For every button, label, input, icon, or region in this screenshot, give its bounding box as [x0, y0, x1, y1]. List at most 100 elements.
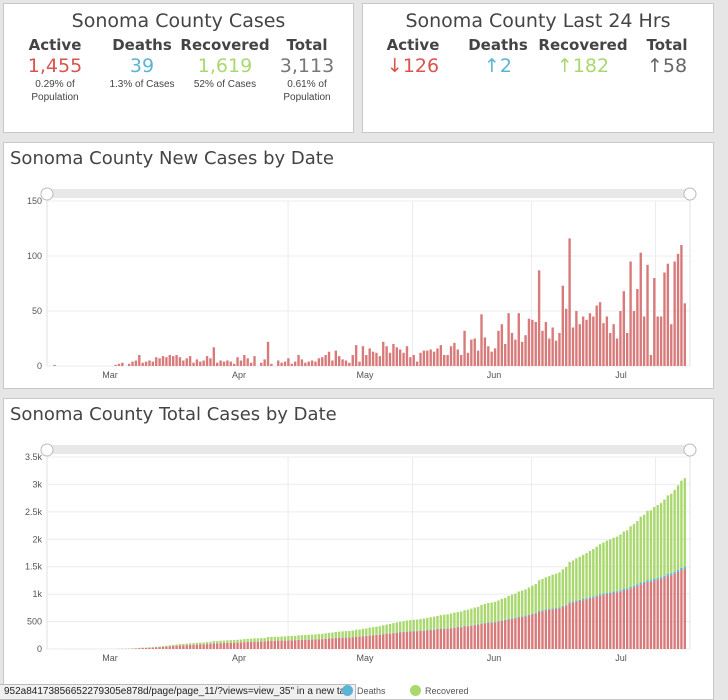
legend-recovered-label: Recovered	[425, 685, 469, 696]
new-cases-bar	[212, 347, 216, 366]
total-cases-bar-recovered	[493, 601, 497, 622]
new-cases-bar	[585, 319, 588, 366]
new-cases-bar	[202, 360, 205, 366]
new-cases-bar	[127, 363, 131, 366]
total-cases-bar-active	[341, 637, 344, 649]
new-cases-bar	[443, 355, 446, 366]
total-cases-bar-active	[321, 639, 324, 649]
legend-recovered[interactable]: Recovered	[410, 685, 469, 696]
total-cases-bar-active	[385, 633, 388, 649]
total-cases-bar-active	[398, 632, 402, 649]
total-cases-bar-active	[192, 644, 195, 649]
new-cases-x-tick-label: Mar	[102, 370, 118, 380]
new-cases-bar	[598, 302, 602, 366]
total-cases-slider-handle-left[interactable]	[40, 443, 54, 457]
browser-status-bar: 952a84173856652279305e878d/page/page_11/…	[0, 684, 356, 700]
new-cases-bar	[483, 337, 487, 366]
total-cases-bar-deaths	[605, 592, 609, 595]
total-cases-bar-recovered	[666, 495, 670, 574]
new-cases-bar	[663, 272, 666, 366]
total-cases-bar-active	[185, 645, 188, 649]
total-cases-bar-active	[517, 617, 520, 649]
total-cases-bar-deaths	[629, 586, 632, 589]
last24-total: Total ↑58	[622, 36, 712, 77]
new-cases-bar	[412, 355, 415, 366]
total-cases-bar-recovered	[581, 554, 585, 599]
new-cases-slider-handle-right[interactable]	[683, 187, 697, 201]
total-cases-bar-active	[666, 575, 670, 649]
total-cases-bar-active	[636, 586, 639, 649]
last24-total-label: Total	[646, 36, 688, 54]
total-cases-bar-active	[520, 616, 524, 649]
total-cases-bar-recovered	[334, 631, 338, 638]
total-cases-bar-recovered	[680, 480, 683, 568]
new-cases-bar	[534, 322, 537, 366]
total-cases-bar-recovered	[382, 625, 385, 635]
total-cases-bar-recovered	[358, 629, 361, 637]
total-cases-bar-recovered	[473, 607, 476, 625]
new-cases-bar	[432, 351, 436, 366]
total-cases-bar-deaths	[571, 601, 575, 603]
legend-deaths[interactable]: Deaths	[342, 685, 386, 696]
total-cases-bar-active	[683, 569, 686, 649]
total-cases-bar-deaths	[670, 573, 673, 576]
total-cases-bar-active	[148, 647, 151, 649]
new-cases-bar	[653, 278, 656, 366]
new-cases-y-tick-label: 50	[32, 306, 42, 316]
new-cases-bar	[334, 350, 338, 366]
total-cases-x-tick-label: Jul	[615, 653, 627, 663]
total-cases-bar-recovered	[463, 610, 466, 627]
total-cases-bar-active	[327, 638, 331, 649]
new-cases-bar	[595, 305, 598, 366]
total-cases-bar-recovered	[612, 537, 615, 592]
total-cases-bar-active	[168, 646, 171, 649]
total-cases-bar-active	[439, 629, 443, 649]
new-cases-bar	[361, 346, 365, 366]
total-cases-bar-active	[534, 613, 537, 649]
total-cases-bar-recovered	[592, 549, 595, 597]
total-cases-bar-active	[283, 640, 287, 649]
total-cases-bar-active	[134, 648, 138, 649]
new-cases-bar	[327, 351, 331, 366]
total-cases-bar-deaths	[578, 599, 581, 602]
total-cases-bar-active	[144, 647, 148, 649]
total-cases-bar-active	[382, 634, 385, 649]
total-cases-bar-deaths	[544, 609, 548, 611]
total-cases-bar-deaths	[517, 616, 520, 618]
total-cases-bar-active	[354, 636, 358, 649]
new-cases-bar	[331, 360, 334, 366]
new-cases-y-tick-label: 0	[37, 361, 42, 371]
new-cases-bar	[632, 311, 636, 366]
new-cases-slider-handle-left[interactable]	[40, 187, 54, 201]
total-cases-bar-active	[449, 628, 453, 649]
total-cases-x-tick-label: Jun	[487, 653, 502, 663]
new-cases-bar	[592, 316, 595, 366]
total-cases-bar-active	[409, 631, 412, 649]
total-cases-bar-active	[351, 637, 354, 649]
new-cases-bar	[531, 319, 534, 366]
total-cases-bar-recovered	[395, 622, 398, 633]
total-cases-y-tick-label: 1k	[32, 589, 42, 599]
total-cases-bar-deaths	[581, 598, 585, 601]
total-cases-slider-handle-right[interactable]	[683, 443, 697, 457]
stat-recovered-label: Recovered	[180, 36, 270, 54]
total-cases-bar-active	[602, 594, 605, 649]
new-cases-bar	[656, 316, 659, 366]
new-cases-bar	[680, 245, 683, 366]
new-cases-bar	[659, 316, 663, 366]
new-cases-bar	[260, 362, 263, 366]
new-cases-bar	[419, 352, 422, 366]
total-cases-bar-recovered	[622, 531, 626, 590]
total-cases-bar-recovered	[527, 587, 531, 615]
last24-active-label: Active	[386, 36, 440, 54]
total-cases-bar-recovered	[216, 640, 219, 644]
total-cases-y-tick-label: 3k	[32, 479, 42, 489]
new-cases-bar	[249, 362, 253, 366]
total-cases-bar-recovered	[480, 604, 483, 624]
total-cases-bar-active	[642, 583, 646, 649]
total-cases-bar-active	[182, 645, 185, 649]
new-cases-bar	[605, 316, 609, 366]
total-cases-bar-recovered	[290, 635, 293, 641]
total-cases-bar-deaths	[676, 569, 680, 572]
total-cases-bar-active	[646, 581, 649, 649]
